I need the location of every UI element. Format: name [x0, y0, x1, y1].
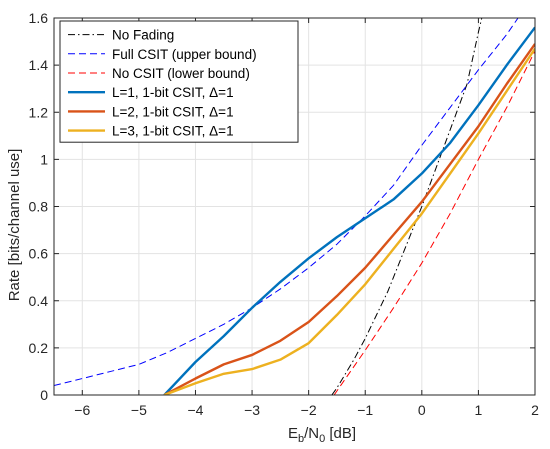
series-line-3 [333, 50, 535, 395]
x-axis-label-tail: [dB] [325, 425, 356, 442]
y-tick-label-4: 0.8 [29, 199, 49, 215]
legend-label-3: No CSIT (lower bound) [112, 66, 250, 81]
x-tick-label-5: −1 [357, 402, 373, 418]
y-tick-label-2: 0.4 [29, 293, 49, 309]
y-tick-label-6: 1.2 [29, 104, 49, 120]
legend-label-2: Full CSIT (upper bound) [112, 47, 257, 62]
legend: No Fading Full CSIT (upper bound) No CSIT … [59, 20, 299, 143]
series-group [54, 18, 535, 395]
x-tick-label-4: −2 [301, 402, 317, 418]
legend-label-1: No Fading [112, 28, 174, 43]
legend-label-5: L=2, 1-bit CSIT, Δ=1 [112, 104, 234, 119]
x-tick-label-1: −5 [131, 402, 147, 418]
x-axis-label-mid: /N [304, 425, 319, 442]
x-axis-label-sub1: b [298, 433, 304, 445]
series-line-4 [163, 26, 535, 395]
x-tick-label-2: −4 [187, 402, 203, 418]
y-tick-label-0: 0 [40, 387, 48, 403]
legend-box [59, 20, 299, 143]
legend-label-6: L=3, 1-bit CSIT, Δ=1 [112, 124, 234, 139]
series-line-1 [331, 18, 483, 395]
series-line-5 [163, 43, 535, 395]
axes [53, 17, 536, 396]
y-tick-label-3: 0.6 [29, 246, 49, 262]
x-tick-label-6: 0 [418, 402, 426, 418]
y-tick-label-7: 1.4 [29, 57, 49, 73]
x-tick-label-7: 1 [475, 402, 483, 418]
series-layer [54, 18, 535, 395]
series-line-2 [54, 18, 519, 387]
x-axis-label-sub2: 0 [319, 433, 325, 445]
x-tick-label-3: −3 [244, 402, 260, 418]
y-axis-label: Rate [bits/channel use] [6, 149, 23, 302]
y-tick-label-1: 0.2 [29, 340, 49, 356]
y-tick-label-8: 1.6 [29, 10, 49, 26]
tick-labels: −6 −5 −4 −3 −2 −1 0 1 2 0 0.2 0.4 0.6 0.8 1 1.2 1.4 1.6 [29, 10, 540, 418]
legend-label-4: L=1, 1-bit CSIT, Δ=1 [112, 85, 234, 100]
y-tick-label-5: 1 [40, 151, 48, 167]
x-axis-label: Eb/N0 [dB] [288, 425, 356, 445]
series-line-6 [163, 47, 535, 395]
x-tick-label-0: −6 [74, 402, 90, 418]
x-axis-label-base: E [288, 425, 298, 442]
x-tick-label-8: 2 [531, 402, 539, 418]
